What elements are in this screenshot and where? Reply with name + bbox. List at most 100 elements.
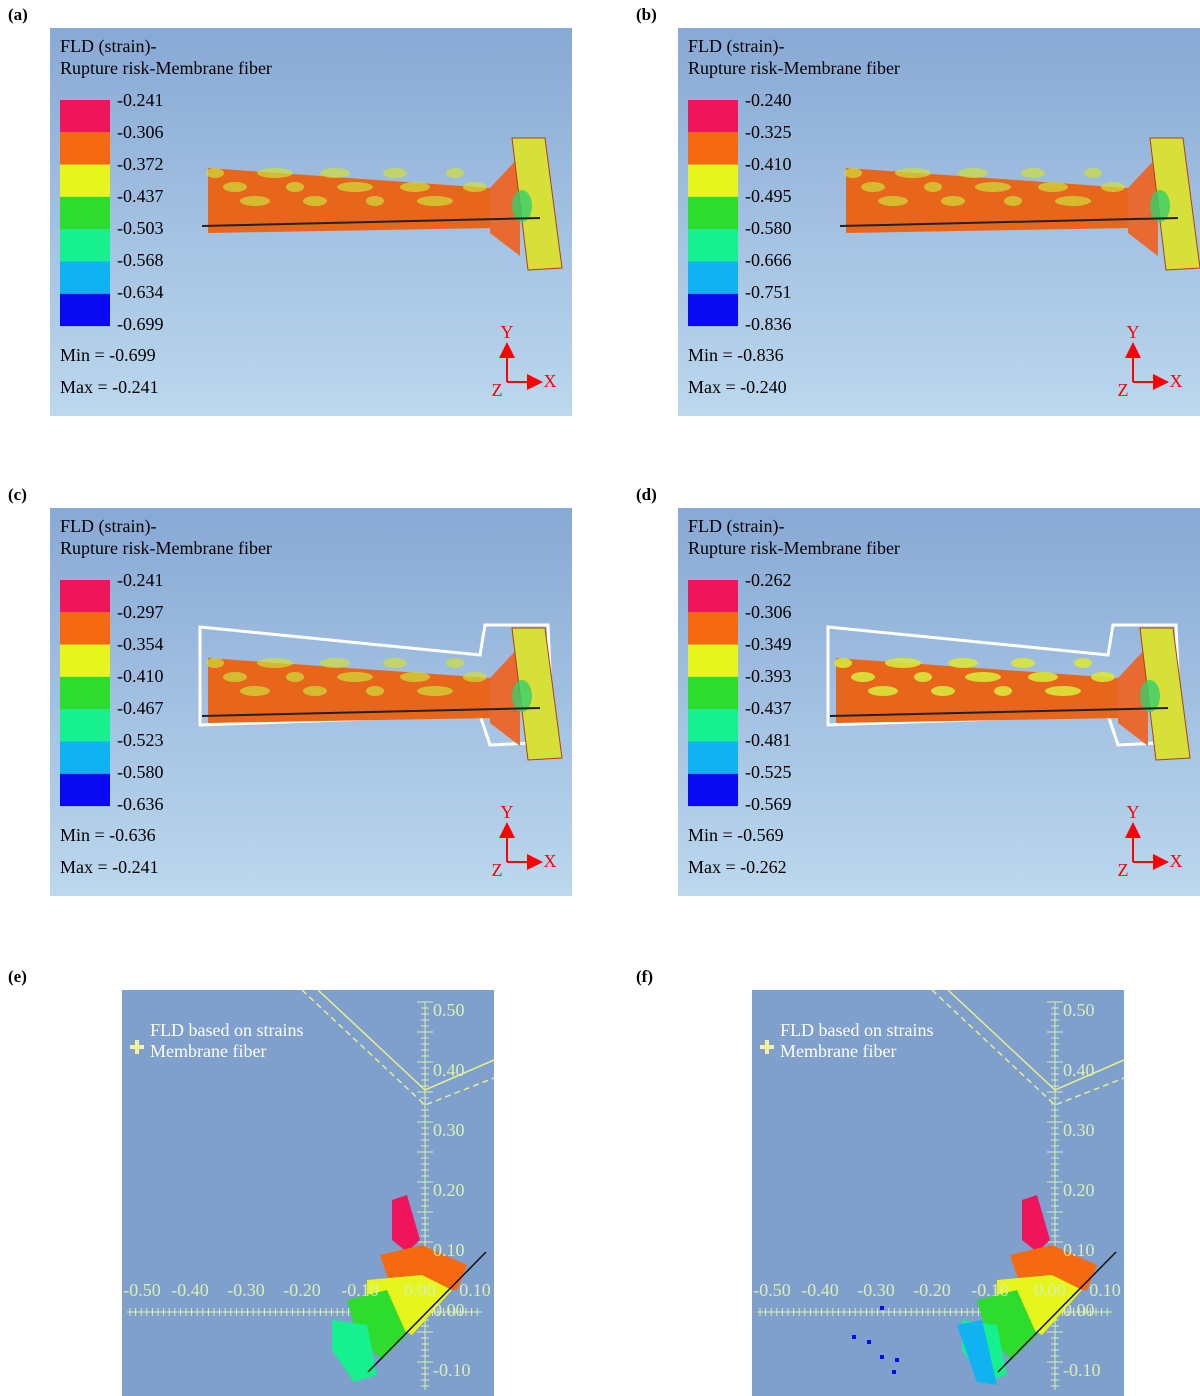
legend-label: -0.666 [745, 250, 792, 270]
part-speckle [223, 672, 247, 682]
part-speckle [286, 672, 304, 682]
part-speckle [965, 672, 1001, 682]
y-tick-label: 0.10 [1063, 1240, 1095, 1260]
y-tick-label: 0.30 [1063, 1120, 1095, 1140]
legend-swatch [60, 774, 110, 806]
legend-label: -0.241 [117, 570, 164, 590]
part-speckle [400, 672, 430, 682]
legend-label: -0.568 [117, 250, 164, 270]
legend-swatch [688, 774, 738, 806]
part-speckle [1011, 658, 1035, 668]
strain-point [892, 1370, 896, 1374]
x-tick-label: -0.40 [171, 1280, 209, 1300]
part-speckle [861, 182, 885, 192]
part-speckle [958, 168, 988, 178]
x-tick-label: -0.30 [857, 1280, 895, 1300]
min-label: Min = -0.699 [60, 345, 156, 365]
part-speckle [206, 168, 224, 178]
x-tick-label: 0.10 [1089, 1280, 1121, 1300]
legend-label: -0.349 [745, 634, 792, 654]
part-speckle [1055, 196, 1091, 206]
panel-label: (b) [636, 5, 657, 24]
panel-label: (f) [636, 967, 653, 986]
part-speckle [240, 686, 270, 696]
axis-name: Y [501, 802, 514, 822]
legend-title: FLD (strain)- [688, 516, 784, 537]
legend-swatch [688, 294, 738, 326]
strain-point [895, 1358, 899, 1362]
part-speckle [417, 196, 453, 206]
part-speckle [206, 658, 224, 668]
strain-point [880, 1306, 884, 1310]
axis-name: Z [1118, 380, 1129, 400]
legend-label: -0.297 [117, 602, 164, 622]
part-speckle [1004, 196, 1022, 206]
part-speckle [1021, 168, 1045, 178]
y-tick-label: 0.20 [1063, 1180, 1095, 1200]
max-label: Max = -0.240 [688, 377, 787, 397]
x-tick-label: 0.00 [1034, 1280, 1066, 1300]
legend-label: -0.240 [745, 90, 792, 110]
x-tick-label: -0.30 [227, 1280, 265, 1300]
legend-title: Membrane fiber [150, 1041, 266, 1061]
legend-title: Rupture risk-Membrane fiber [688, 538, 900, 558]
part-speckle [1101, 182, 1125, 192]
panel-label: (c) [8, 485, 27, 504]
y-tick-label: 0.50 [1063, 1000, 1095, 1020]
part-speckle [975, 182, 1011, 192]
part-spot [512, 680, 532, 712]
legend-swatch [60, 262, 110, 294]
part-speckle [417, 686, 453, 696]
panel-label: (d) [636, 485, 657, 504]
legend-swatch [688, 742, 738, 774]
panel-label: (e) [8, 967, 27, 986]
y-tick-label: 0.10 [433, 1240, 465, 1260]
legend-swatch [688, 709, 738, 741]
panel: FLD (strain)-Rupture risk-Membrane fiber… [50, 28, 572, 416]
legend-swatch [60, 229, 110, 261]
max-label: Max = -0.262 [688, 857, 787, 877]
axis-name: Y [1127, 802, 1140, 822]
legend-title: FLD (strain)- [688, 36, 784, 57]
part-speckle [303, 686, 327, 696]
axis-name: X [1170, 851, 1183, 871]
legend-swatch [60, 165, 110, 197]
legend-swatch [60, 100, 110, 132]
y-tick-label: -0.10 [433, 1360, 471, 1380]
part-speckle [286, 182, 304, 192]
part-speckle [1028, 672, 1058, 682]
legend-swatch [688, 197, 738, 229]
max-label: Max = -0.241 [60, 377, 159, 397]
part-speckle [1045, 686, 1081, 696]
legend-label: -0.437 [117, 186, 164, 206]
legend-label: -0.503 [117, 218, 164, 238]
axis-name: Z [492, 860, 503, 880]
y-tick-label: 0.40 [433, 1060, 465, 1080]
part-speckle [257, 168, 293, 178]
legend-swatch [60, 580, 110, 612]
y-tick-label: 0.50 [433, 1000, 465, 1020]
legend-swatch [60, 677, 110, 709]
legend-label: -0.306 [745, 602, 792, 622]
axis-name: Y [1127, 322, 1140, 342]
legend-title: Rupture risk-Membrane fiber [60, 58, 272, 78]
min-label: Min = -0.836 [688, 345, 784, 365]
legend-label: -0.410 [745, 154, 792, 174]
min-label: Min = -0.636 [60, 825, 156, 845]
part-speckle [366, 686, 384, 696]
x-tick-label: -0.50 [123, 1280, 161, 1300]
max-label: Max = -0.241 [60, 857, 159, 877]
part-speckle [223, 182, 247, 192]
part-speckle [868, 686, 898, 696]
legend-label: -0.699 [117, 314, 164, 334]
part-speckle [320, 658, 350, 668]
legend-swatch [688, 645, 738, 677]
part-speckle [1074, 658, 1092, 668]
legend-swatch [60, 197, 110, 229]
legend-swatch [60, 709, 110, 741]
y-tick-label: 0.40 [1063, 1060, 1095, 1080]
legend-label: -0.354 [117, 634, 164, 654]
legend-label: -0.241 [117, 90, 164, 110]
part-speckle [1084, 168, 1102, 178]
legend-label: -0.569 [745, 794, 792, 814]
